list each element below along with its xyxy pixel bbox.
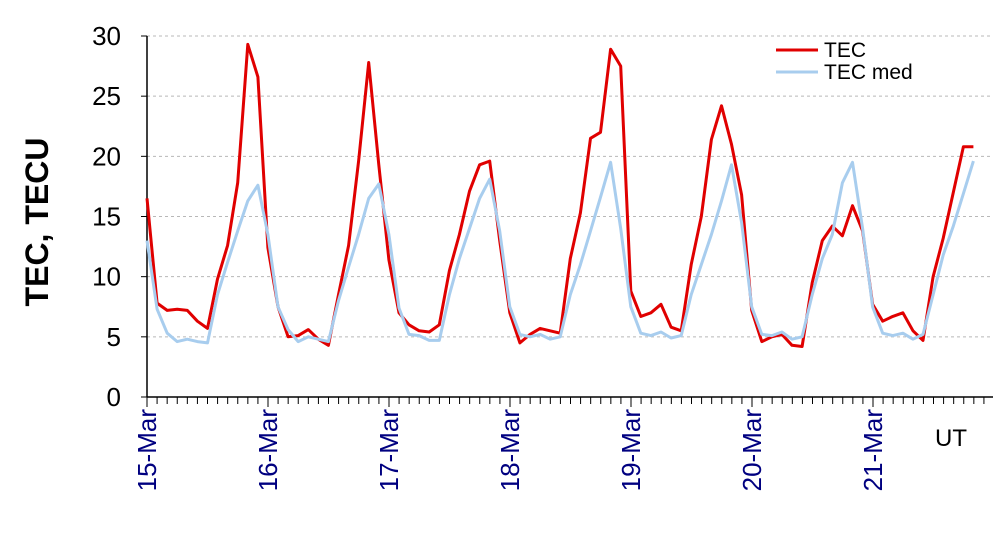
x-date-labels: 15-Mar 16-Mar 17-Mar 18-Mar 19-Mar 20-Mar 21-M… bbox=[132, 409, 888, 492]
legend-label-tec: TEC bbox=[824, 39, 866, 62]
y-tick-label-5: 5 bbox=[107, 322, 121, 352]
series-line-tec-med bbox=[145, 160, 975, 345]
x-date-label-15-Mar: 15-Mar bbox=[132, 409, 162, 492]
y-tick-label-15: 15 bbox=[92, 202, 121, 232]
y-tick-labels: 0 5 10 15 20 25 30 bbox=[92, 21, 147, 412]
y-tick-label-20: 20 bbox=[92, 141, 121, 171]
x-date-label-17-Mar: 17-Mar bbox=[374, 409, 404, 492]
x-date-label-18-Mar: 18-Mar bbox=[495, 409, 525, 492]
gridlines bbox=[147, 35, 993, 338]
series-line-tec bbox=[145, 42, 974, 348]
y-tick-label-0: 0 bbox=[107, 382, 121, 412]
x-date-label-21-Mar: 21-Mar bbox=[858, 409, 888, 492]
y-tick-label-30: 30 bbox=[92, 21, 121, 51]
x-date-label-19-Mar: 19-Mar bbox=[616, 409, 646, 492]
x-axis-unit-label: UT bbox=[935, 425, 967, 452]
x-date-label-20-Mar: 20-Mar bbox=[737, 409, 767, 492]
y-axis-label: TEC, TECU bbox=[19, 138, 55, 307]
y-tick-label-25: 25 bbox=[92, 81, 121, 111]
series-lines bbox=[145, 42, 975, 348]
legend: TEC TEC med bbox=[776, 39, 913, 84]
x-tick-marks bbox=[146, 397, 985, 407]
x-date-label-16-Mar: 16-Mar bbox=[253, 409, 283, 492]
legend-label-tec-med: TEC med bbox=[824, 61, 913, 84]
y-tick-label-10: 10 bbox=[92, 262, 121, 292]
